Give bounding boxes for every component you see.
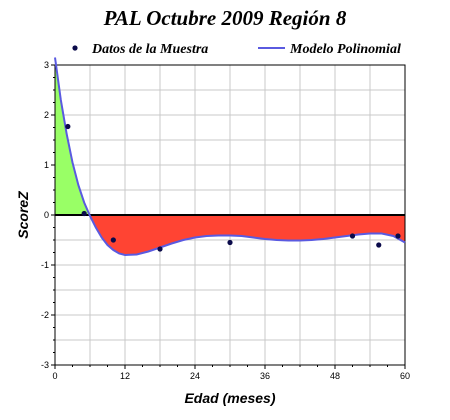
y-tick-label: -1 bbox=[41, 260, 49, 270]
legend-label-model: Modelo Polinomial bbox=[289, 42, 401, 57]
x-tick-label: 60 bbox=[400, 371, 410, 381]
x-tick-label: 24 bbox=[190, 371, 200, 381]
x-tick-label: 48 bbox=[330, 371, 340, 381]
legend: Datos de la Muestra Modelo Polinomial bbox=[72, 42, 401, 57]
model-line bbox=[54, 57, 406, 257]
x-axis-title: Edad (meses) bbox=[184, 390, 275, 406]
sample-point-6 bbox=[376, 242, 382, 248]
chart-title: PAL Octubre 2009 Región 8 bbox=[103, 6, 347, 30]
sample-point-1 bbox=[81, 210, 87, 217]
area-fills bbox=[55, 65, 405, 255]
y-axis-title: ScoreZ bbox=[15, 191, 31, 239]
sample-point-4 bbox=[227, 239, 233, 246]
sample-point-7 bbox=[395, 233, 401, 239]
x-tick-label: 0 bbox=[52, 371, 57, 381]
sample-points-layer bbox=[65, 123, 401, 252]
positive-area-fill bbox=[55, 65, 90, 215]
y-tick-label: 0 bbox=[44, 210, 49, 220]
y-tick-label: 3 bbox=[44, 60, 49, 70]
sample-point-5 bbox=[349, 233, 356, 239]
sample-point-3 bbox=[157, 246, 163, 252]
model-line-layer bbox=[54, 57, 406, 257]
y-tick-label: 2 bbox=[44, 110, 49, 120]
y-tick-label: -2 bbox=[41, 310, 49, 320]
y-tick-label: 1 bbox=[44, 160, 49, 170]
y-tick-label: -3 bbox=[41, 360, 49, 370]
sample-point-0 bbox=[65, 123, 71, 130]
x-tick-label: 12 bbox=[120, 371, 130, 381]
x-tick-label: 36 bbox=[260, 371, 270, 381]
negative-area-fill bbox=[89, 215, 405, 255]
legend-label-sample: Datos de la Muestra bbox=[91, 42, 208, 57]
sample-point-2 bbox=[110, 237, 116, 243]
legend-marker-sample bbox=[72, 45, 78, 51]
